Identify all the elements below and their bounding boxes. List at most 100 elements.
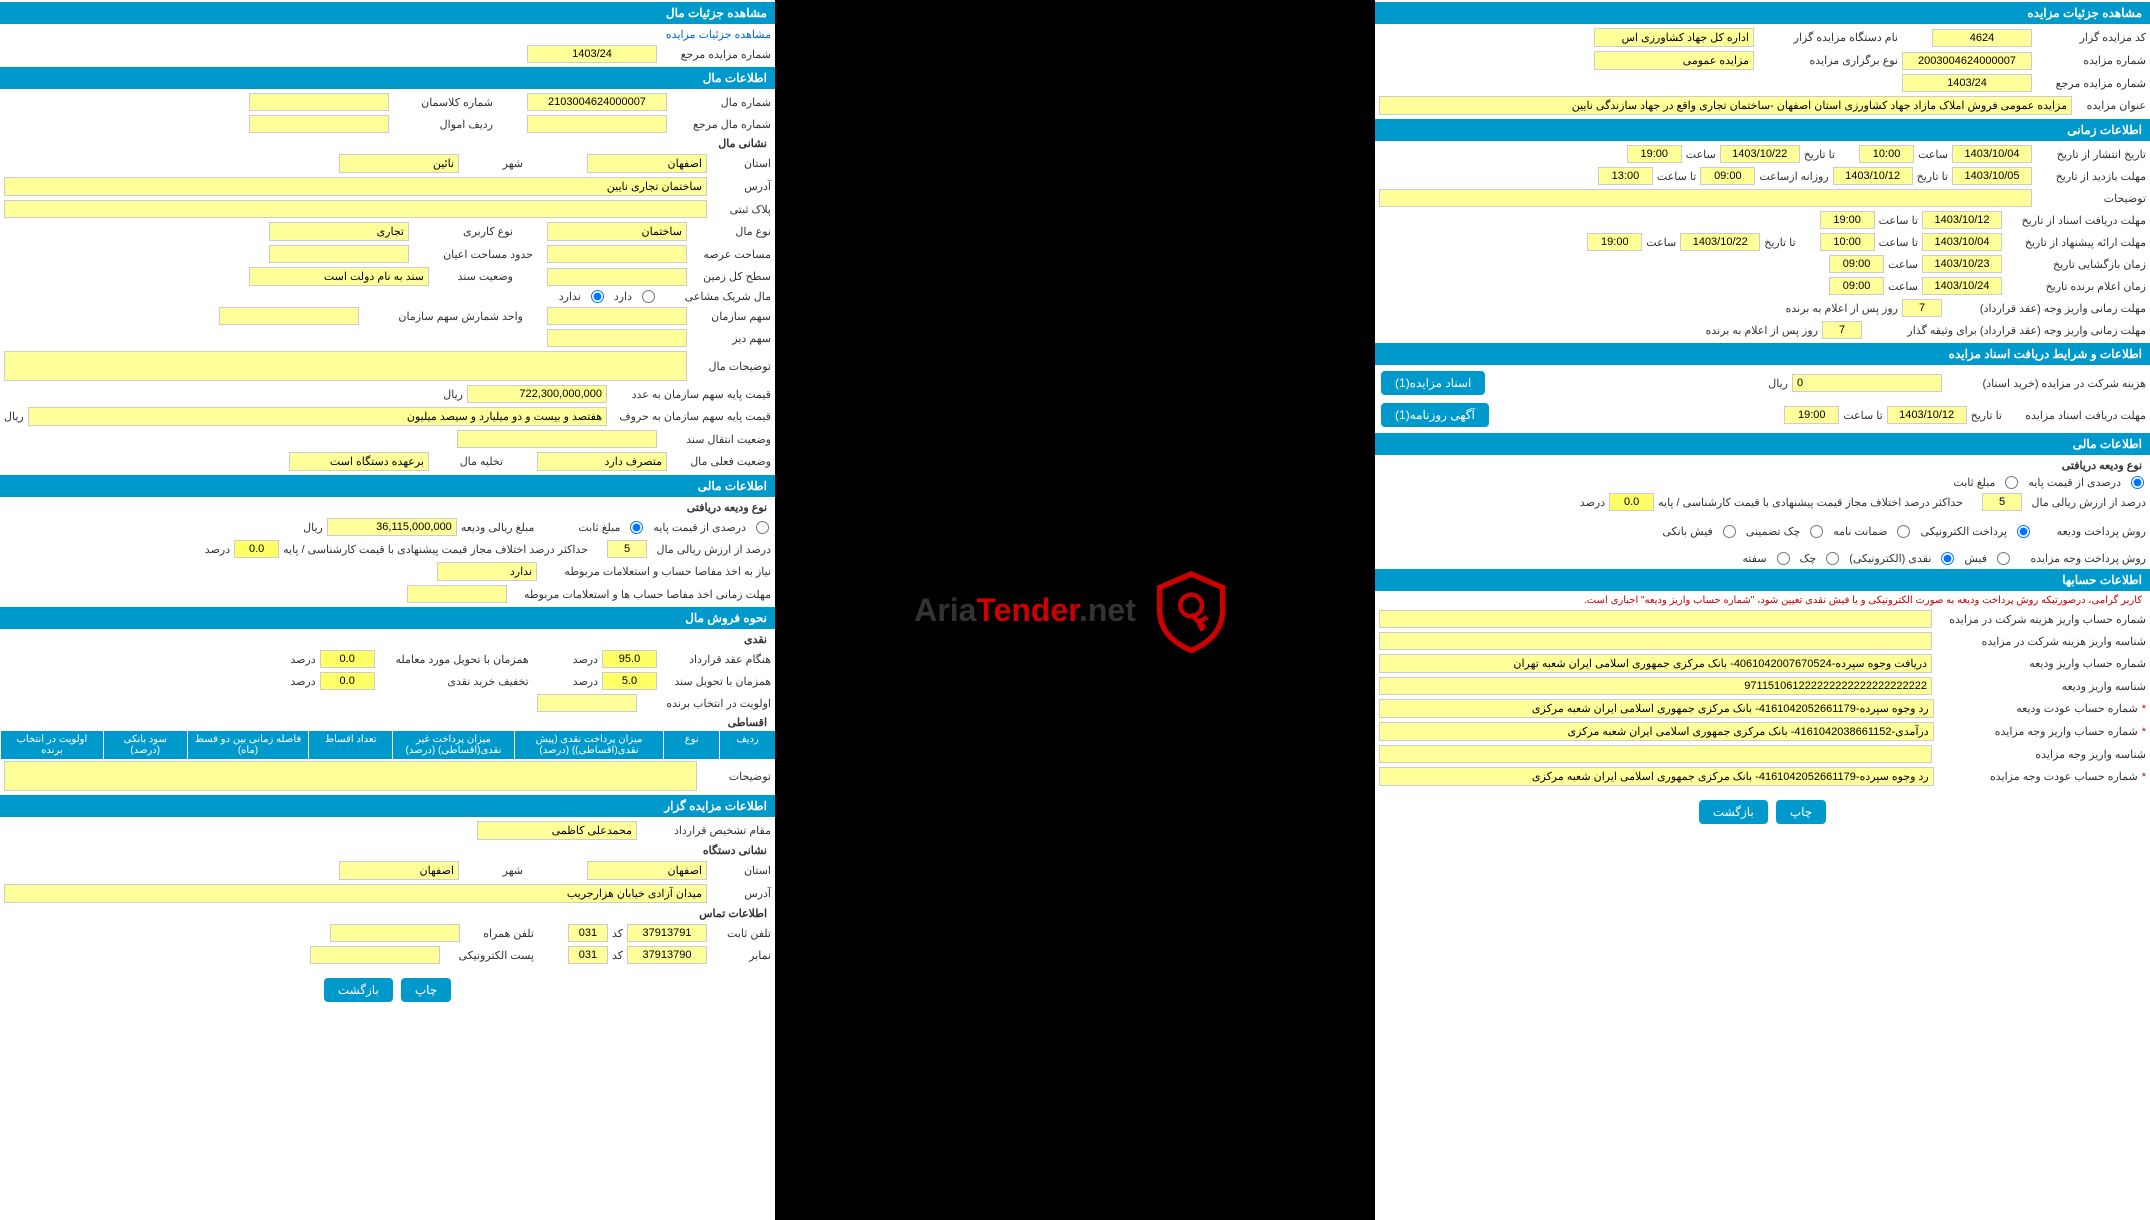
sub-header: اطلاعات تماس — [0, 905, 775, 922]
field-date: 1403/10/12 — [1833, 167, 1913, 185]
label: حداکثر درصد اختلاف مجاز قیمت پیشنهادی با… — [1658, 496, 1963, 509]
print-button[interactable]: چاپ — [1776, 800, 1826, 824]
back-button[interactable]: بازگشت — [1699, 800, 1768, 824]
field — [249, 93, 389, 111]
label: همزمان با تحویل مورد معامله — [379, 653, 529, 666]
th: اولویت در انتخاب برنده — [0, 731, 103, 759]
auction-docs-button[interactable]: اسناد مزایده(1) — [1381, 371, 1485, 395]
field-auction-type: مزایده عمومی — [1594, 51, 1754, 70]
row: وضعیت فعلی مال متصرف دارد تخلیه مال برعه… — [0, 450, 775, 473]
row: زمان بازگشایی تاریخ 1403/10/23 ساعت 09:0… — [1375, 253, 2150, 275]
field-date: 1403/10/22 — [1680, 233, 1760, 251]
radio-fixed[interactable] — [2005, 476, 2018, 489]
row: توضیحات مال — [0, 349, 775, 383]
label: مهلت زمانی اخذ مفاصا حساب ها و استعلامات… — [511, 588, 771, 601]
shield-icon — [1146, 565, 1236, 655]
radio-fixed-l[interactable] — [630, 521, 643, 534]
radio-percent[interactable] — [2131, 476, 2144, 489]
row: مهلت دریافت اسناد مزایده تا تاریخ 1403/1… — [1375, 399, 2150, 431]
field-code: 031 — [568, 946, 608, 964]
label: شماره مزایده مرجع — [661, 48, 771, 61]
field-phone: 37913791 — [627, 924, 707, 942]
radio-has[interactable] — [642, 290, 655, 303]
label: استان — [711, 864, 771, 877]
label: تا تاریخ — [1917, 170, 1948, 183]
label: ردیف اموال — [393, 118, 493, 131]
label: شماره کلاسمان — [393, 96, 493, 109]
field-date: 1403/10/05 — [1952, 167, 2032, 185]
back-button-left[interactable]: بازگشت — [324, 978, 393, 1002]
label: شماره حساب عودت وجه مزایده — [1938, 770, 2138, 783]
field-vacate: برعهده دستگاه است — [289, 452, 429, 471]
star-icon: * — [2142, 726, 2146, 738]
label: ساعت — [1918, 148, 1948, 161]
field — [547, 307, 687, 325]
radio-percent-l[interactable] — [756, 521, 769, 534]
radio-check[interactable] — [1810, 525, 1823, 538]
row: تلفن ثابت 37913791 کد 031 تلفن همراه — [0, 922, 775, 944]
radio-bankfish[interactable] — [1723, 525, 1736, 538]
sub-header: نوع ودیعه دریافتی — [0, 499, 775, 516]
radio-electronic[interactable] — [2017, 525, 2030, 538]
radio-safta[interactable] — [1777, 552, 1790, 565]
radio-guarantee[interactable] — [1897, 525, 1910, 538]
label: ریال — [303, 521, 323, 534]
field-account — [1379, 632, 1932, 650]
radio-group-deposit-type: درصدی از قیمت پایه مبلغ ثابت — [1953, 476, 2146, 489]
section-header-financial: اطلاعات مالی — [1375, 433, 2150, 455]
row: هزینه شرکت در مزایده (خرید اسناد) 0 ریال… — [1375, 367, 2150, 399]
field — [4, 200, 707, 218]
th: سود بانکی (درصد) — [103, 731, 187, 759]
radio-hasnot[interactable] — [591, 290, 604, 303]
field: 2103004624000007 — [527, 93, 667, 111]
right-panel: مشاهده جزئیات مزایده کد مزایده گزار 4624… — [1375, 0, 2150, 1220]
label: ریال — [443, 388, 463, 401]
label: مهلت بازدید از تاریخ — [2036, 170, 2146, 183]
row: قیمت پایه سهم سازمان به عدد 722,300,000,… — [0, 383, 775, 405]
row: سهم دیز — [0, 327, 775, 349]
row: * شماره حساب واریز وجه مزایده درآمدی-416… — [1375, 720, 2150, 743]
field-mobile — [330, 924, 460, 942]
label: تا ساعت — [1657, 170, 1696, 183]
radio-group-auction-payment: فیش نقدی (الکترونیکی) چک سفته — [1743, 552, 2012, 565]
row: پلاک ثبتی — [0, 198, 775, 220]
label: توضیحات — [701, 770, 771, 783]
row: زمان اعلام برنده تاریخ 1403/10/24 ساعت 0… — [1375, 275, 2150, 297]
label: پلاک ثبتی — [711, 203, 771, 216]
label: ساعت — [1686, 148, 1716, 161]
field-email — [310, 946, 440, 964]
label: شماره مال — [671, 96, 771, 109]
field-org-name: اداره کل جهاد کشاورزی اس — [1594, 28, 1754, 47]
field — [269, 245, 409, 263]
row: اولویت در انتخاب برنده — [0, 692, 775, 714]
label: مهلت دریافت اسناد از تاریخ — [2006, 214, 2146, 227]
field: 95.0 — [602, 650, 657, 668]
label: آدرس — [711, 887, 771, 900]
radio-group-deposit-left: درصدی از قیمت پایه مبلغ ثابت — [578, 521, 771, 534]
row: مهلت زمانی واریز وجه (عقد قرارداد) 7 روز… — [1375, 297, 2150, 319]
section-header-property-info: اطلاعات مال — [0, 67, 775, 89]
label: حداکثر درصد اختلاف مجاز قیمت پیشنهادی با… — [283, 543, 588, 556]
label: نام دستگاه مزایده گزار — [1758, 31, 1898, 44]
row: شناسه واریز وجه مزایده — [1375, 743, 2150, 765]
print-button-left[interactable]: چاپ — [401, 978, 451, 1002]
field-date: 1403/10/23 — [1922, 255, 2002, 273]
row: شماره مال 2103004624000007 شماره کلاسمان — [0, 91, 775, 113]
label: قیمت پایه سهم سازمان به عدد — [611, 388, 771, 401]
label: شناسه واریز وجه مزایده — [1936, 748, 2146, 761]
view-auction-details-link[interactable]: مشاهده جزئیات مزایده — [666, 28, 771, 41]
row: مهلت ارائه پیشنهاد از تاریخ 1403/10/04 ت… — [1375, 231, 2150, 253]
label: کد — [612, 927, 623, 940]
radio-cash-electronic[interactable] — [1941, 552, 1954, 565]
row: روش پرداخت وجه مزایده فیش نقدی (الکترونی… — [1375, 550, 2150, 567]
label: مهلت زمانی واریز وجه (عقد قرارداد) — [1946, 302, 2146, 315]
newspaper-ad-button[interactable]: آگهی روزنامه(1) — [1381, 403, 1489, 427]
section-header-property-details: مشاهده جزئیات مال — [0, 2, 775, 24]
label: تخفیف خرید نقدی — [379, 675, 529, 688]
radio-check2[interactable] — [1826, 552, 1839, 565]
radio-fish[interactable] — [1997, 552, 2010, 565]
label: شناسه واریز ودیعه — [1936, 680, 2146, 693]
row: روش پرداخت ودیعه پرداخت الکترونیکی ضمانت… — [1375, 523, 2150, 540]
row: مال شریک مشاعی دارد ندارد — [0, 288, 775, 305]
row: سطح کل زمین وضعیت سند سند به نام دولت اس… — [0, 265, 775, 288]
